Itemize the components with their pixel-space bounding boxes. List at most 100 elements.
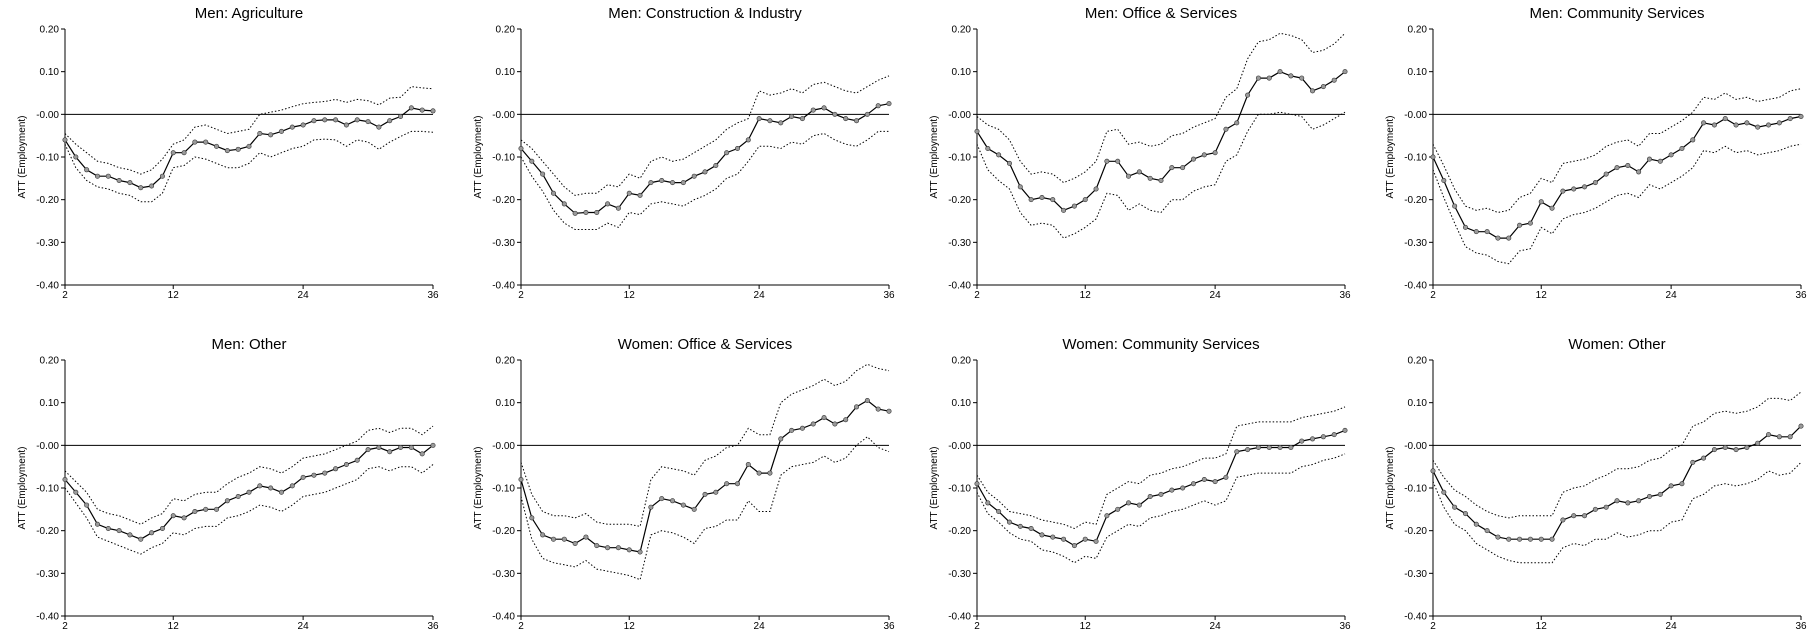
estimate-point — [702, 491, 708, 497]
x-tick-label: 2 — [518, 290, 524, 301]
estimate-point — [268, 485, 274, 491]
y-tick-label: -0.00 — [492, 110, 515, 121]
y-tick-label: -0.00 — [948, 110, 971, 121]
y-tick-label: -0.40 — [1404, 281, 1427, 292]
estimate-point — [637, 549, 643, 555]
y-tick-label: -0.20 — [492, 195, 515, 206]
estimate-point — [1223, 126, 1229, 132]
estimate-point — [810, 421, 816, 427]
estimate-point — [73, 489, 79, 495]
estimate-point — [648, 180, 654, 186]
estimate-line — [976, 71, 1346, 211]
estimate-point — [1733, 447, 1739, 453]
estimate-point — [626, 547, 632, 553]
y-tick-label: -0.10 — [36, 153, 59, 164]
y-tick-label: -0.10 — [36, 484, 59, 495]
estimate-point — [1223, 474, 1229, 480]
estimate-point — [376, 124, 382, 130]
x-tick-label: 12 — [168, 290, 180, 301]
estimate-point — [767, 118, 773, 124]
estimate-point — [1636, 169, 1642, 175]
y-tick-label: 0.20 — [496, 356, 516, 367]
x-tick-label: 36 — [1795, 621, 1807, 632]
estimate-point — [756, 116, 762, 122]
estimate-point — [192, 139, 198, 145]
estimate-point — [1310, 436, 1316, 442]
estimate-point — [1711, 122, 1717, 128]
x-tick-label: 36 — [1339, 621, 1351, 632]
estimate-point — [1061, 536, 1067, 542]
lower-confidence-bound — [64, 130, 434, 203]
estimate-point — [1668, 483, 1674, 489]
estimate-point — [1625, 163, 1631, 169]
estimate-point — [300, 122, 306, 128]
estimate-point — [1006, 519, 1012, 525]
y-axis-label: ATT (Employment) — [1385, 447, 1396, 530]
estimate-point — [1722, 444, 1728, 450]
estimate-point — [1006, 160, 1012, 166]
estimate-point — [1071, 203, 1077, 209]
x-tick-label: 2 — [1430, 290, 1436, 301]
estimate-point — [1288, 73, 1294, 79]
y-axis-label: ATT (Employment) — [929, 447, 940, 530]
estimate-point — [1646, 494, 1652, 500]
estimate-point — [594, 209, 600, 215]
estimate-point — [1430, 154, 1436, 160]
x-tick-label: 12 — [1536, 621, 1548, 632]
estimate-point — [1277, 69, 1283, 75]
estimate-point — [84, 502, 90, 508]
estimate-point — [1234, 120, 1240, 126]
upper-confidence-bound — [520, 75, 890, 196]
estimate-point — [214, 143, 220, 149]
y-tick-label: -0.20 — [36, 526, 59, 537]
estimate-line — [520, 103, 890, 214]
estimate-point — [713, 163, 719, 169]
y-tick-label: 0.20 — [952, 25, 972, 36]
y-tick-label: 0.20 — [40, 25, 60, 36]
x-tick-label: 24 — [754, 290, 766, 301]
estimate-point — [724, 481, 730, 487]
chart-title: Women: Office & Services — [618, 336, 793, 353]
estimate-point — [1668, 152, 1674, 158]
estimate-point — [1679, 145, 1685, 151]
estimate-point — [1147, 494, 1153, 500]
estimate-point — [1766, 122, 1772, 128]
estimate-point — [1582, 513, 1588, 519]
estimate-point — [1473, 229, 1479, 235]
x-tick-label: 36 — [883, 290, 895, 301]
estimate-point — [1744, 444, 1750, 450]
y-tick-label: 0.10 — [496, 398, 516, 409]
estimate-point — [1484, 229, 1490, 235]
estimate-point — [430, 442, 436, 448]
y-tick-label: 0.10 — [1408, 398, 1428, 409]
estimate-point — [594, 543, 600, 549]
chart-title: Men: Community Services — [1529, 5, 1704, 22]
estimate-point — [659, 496, 665, 502]
estimate-point — [996, 508, 1002, 514]
y-axis-label: ATT (Employment) — [1385, 116, 1396, 199]
chart-panel: Men: Agriculture ATT (Employment) 0.20 0.10… — [17, 5, 439, 301]
estimate-point — [1571, 513, 1577, 519]
y-tick-label: 0.10 — [40, 67, 60, 78]
estimate-point — [1549, 205, 1555, 211]
estimate-point — [343, 122, 349, 128]
x-tick-label: 24 — [754, 621, 766, 632]
estimate-point — [138, 536, 144, 542]
estimate-point — [583, 534, 589, 540]
estimate-point — [550, 190, 556, 196]
estimate-point — [1517, 222, 1523, 228]
y-tick-label: -0.40 — [492, 281, 515, 292]
estimate-point — [1320, 84, 1326, 90]
x-tick-label: 2 — [518, 621, 524, 632]
estimate-point — [778, 120, 784, 126]
estimate-point — [398, 113, 404, 119]
upper-confidence-bound — [64, 86, 434, 175]
y-tick-label: -0.10 — [1404, 153, 1427, 164]
y-tick-label: -0.30 — [1404, 569, 1427, 580]
y-tick-label: -0.10 — [948, 484, 971, 495]
estimate-point — [1299, 438, 1305, 444]
chart-title: Men: Construction & Industry — [608, 5, 802, 22]
chart-title: Men: Office & Services — [1085, 5, 1237, 22]
estimate-point — [170, 513, 176, 519]
estimate-point — [518, 145, 524, 151]
